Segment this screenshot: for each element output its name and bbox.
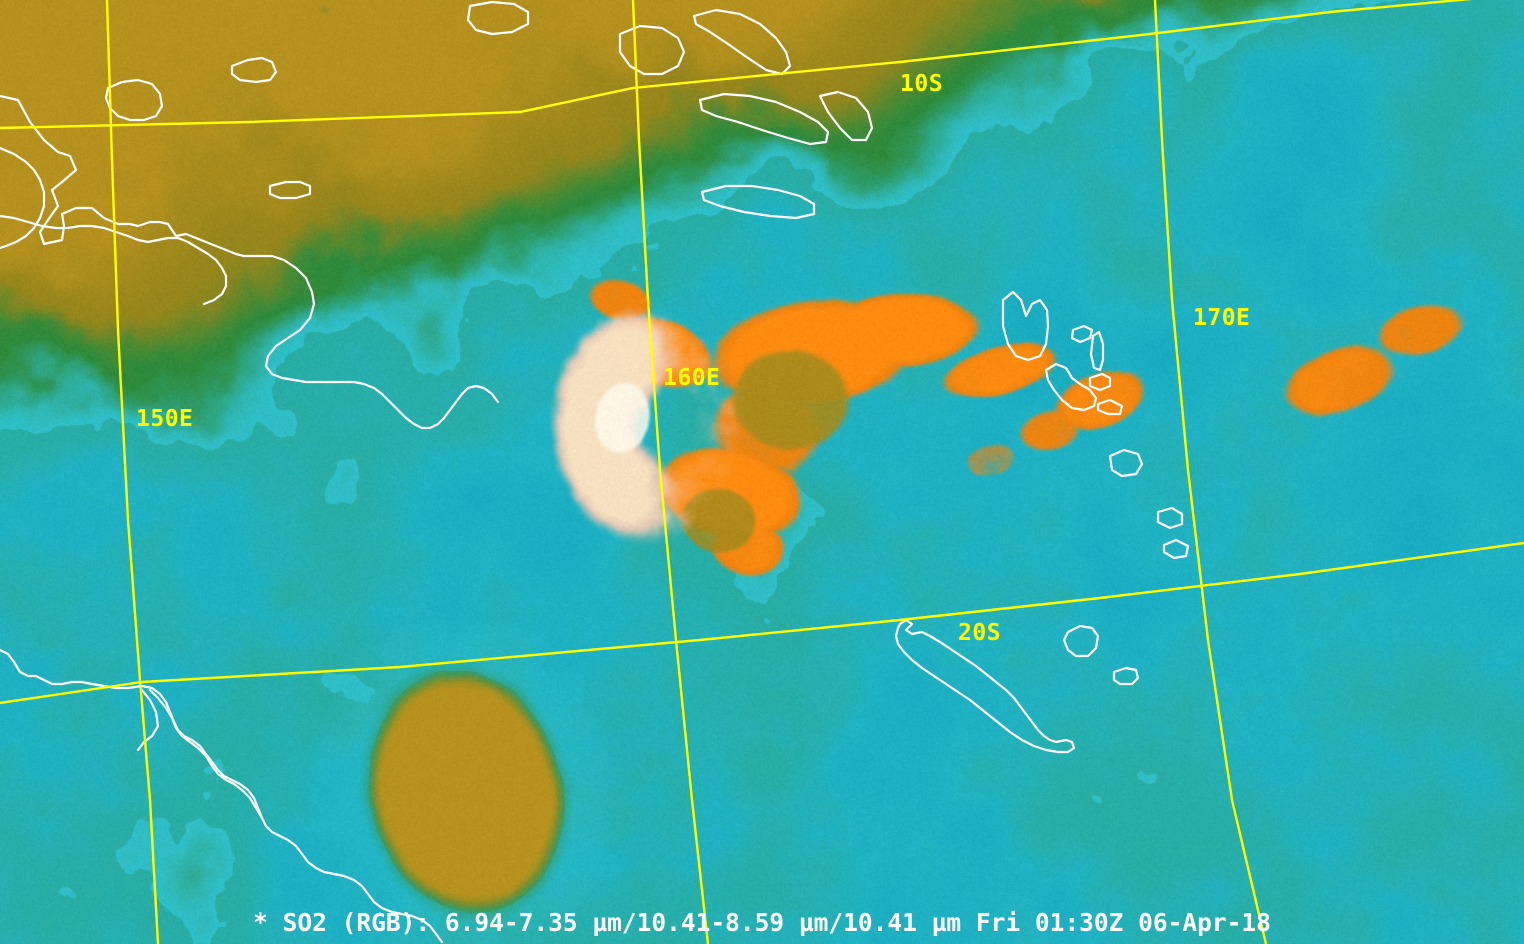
grid-label-lat-10s: 10S [900,71,944,97]
product-caption-text: * SO2 (RGB): 6.94-7.35 µm/10.41-8.59 µm/… [253,907,1271,937]
grid-label-lon-150e: 150E [136,406,194,432]
product-caption: * SO2 (RGB): 6.94-7.35 µm/10.41-8.59 µm/… [0,907,1524,944]
grid-label-lat-20s: 20S [958,620,1002,646]
grid-label-lon-160e: 160E [663,365,721,391]
grid-label-lon-170e: 170E [1193,305,1251,331]
